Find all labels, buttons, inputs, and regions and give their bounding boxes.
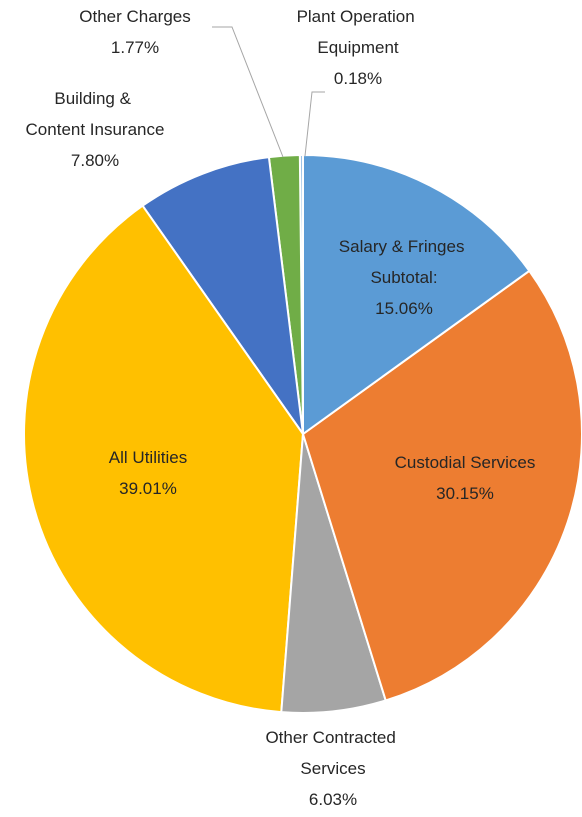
value-label: 7.80%: [71, 151, 119, 170]
value-label: 6.03%: [309, 790, 357, 809]
leader-line: [304, 91, 325, 157]
slice-label: Other Charges: [79, 7, 191, 26]
slice-label: Salary & Fringes Subtotal:: [339, 237, 469, 287]
value-label: 1.77%: [111, 38, 159, 57]
slice-label: Custodial Services: [395, 453, 536, 472]
slice-label: Plant Operation Equipment: [297, 7, 420, 57]
leader-line: [212, 26, 284, 158]
pie-slice: [302, 153, 531, 436]
slice-label: Building & Content Insurance: [26, 89, 165, 139]
pie-slice: [301, 269, 582, 702]
slice-label: Other Contracted Services: [265, 728, 400, 778]
value-label: 15.06%: [375, 299, 433, 318]
pie-slice: [23, 204, 305, 714]
pie-slice: [141, 155, 304, 435]
value-label: 39.01%: [119, 479, 177, 498]
slice-label: All Utilities: [109, 448, 187, 467]
value-label: 30.15%: [436, 484, 494, 503]
value-label: 0.18%: [334, 69, 382, 88]
